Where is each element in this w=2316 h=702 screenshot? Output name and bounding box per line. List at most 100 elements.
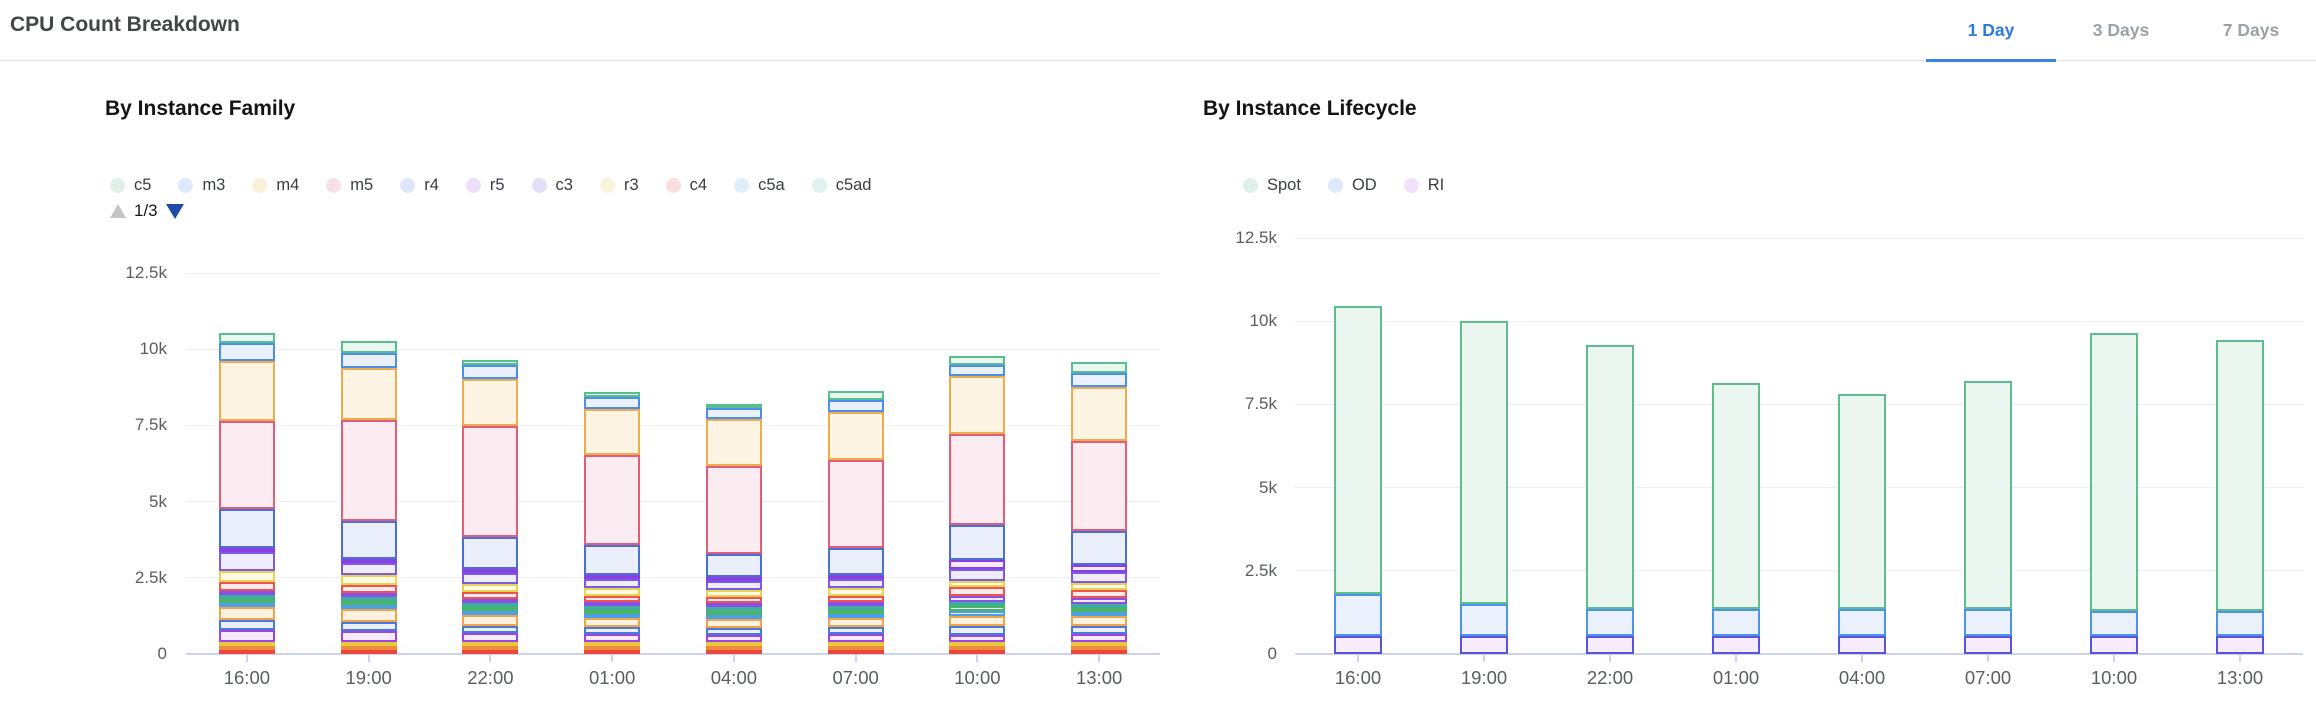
legend-item-c5[interactable]: c5 [110, 176, 151, 195]
bar-segment-c3[interactable] [584, 579, 641, 589]
bar-segment-unlabeled-orange[interactable] [705, 646, 762, 650]
bar-segment-c3[interactable] [340, 562, 397, 575]
tab-1-day[interactable]: 1 Day [1926, 0, 2056, 62]
bar-segment-c5[interactable] [340, 340, 397, 353]
bar-segment-RI[interactable] [1964, 635, 2012, 654]
bar-segment-m4[interactable] [340, 368, 397, 420]
stacked-bar-16:00[interactable] [218, 333, 275, 654]
bar-segment-unlabeled-orange-2[interactable] [949, 615, 1006, 627]
bar-segment-m5[interactable] [705, 465, 762, 555]
bar-segment-unlabeled-violet[interactable] [340, 593, 397, 598]
bar-segment-Spot[interactable] [1334, 306, 1382, 595]
legend-item-c5ad[interactable]: c5ad [811, 176, 871, 195]
bar-segment-unlabeled-orange[interactable] [340, 646, 397, 650]
bar-segment-Spot[interactable] [2216, 339, 2264, 611]
bar-segment-unlabeled-red[interactable] [827, 650, 884, 654]
bar-segment-unlabeled-green[interactable] [949, 606, 1006, 612]
stacked-bar-10:00[interactable] [2090, 332, 2138, 654]
bar-segment-c3[interactable] [462, 573, 519, 584]
bar-segment-m4[interactable] [218, 361, 275, 421]
bar-segment-Spot[interactable] [2090, 332, 2138, 611]
bar-segment-unlabeled-orange-2[interactable] [340, 609, 397, 623]
bar-segment-c3[interactable] [949, 568, 1006, 582]
bar-segment-c4[interactable] [1071, 590, 1128, 599]
bar-segment-unlabeled-blue[interactable] [218, 620, 275, 631]
bar-segment-unlabeled-violet[interactable] [1071, 598, 1128, 604]
stacked-bar-13:00[interactable] [1071, 362, 1128, 654]
bar-segment-unlabeled-violet[interactable] [462, 599, 519, 604]
bar-segment-m4[interactable] [827, 412, 884, 460]
bar-segment-m3[interactable] [1071, 372, 1128, 387]
legend-item-m3[interactable]: m3 [178, 176, 225, 195]
bar-segment-RI[interactable] [1334, 635, 1382, 654]
bar-segment-r5[interactable] [827, 575, 884, 580]
bar-segment-c5[interactable] [705, 403, 762, 409]
bar-segment-c5ad[interactable] [462, 603, 519, 608]
bar-segment-c5[interactable] [949, 355, 1006, 365]
bar-segment-r4[interactable] [949, 524, 1006, 560]
legend-item-m5[interactable]: m5 [326, 176, 373, 195]
bar-segment-c5ad[interactable] [949, 602, 1006, 607]
bar-segment-m4[interactable] [584, 409, 641, 455]
bar-segment-c5a[interactable] [340, 605, 397, 610]
bar-segment-c5ad[interactable] [218, 594, 275, 599]
bar-segment-unlabeled-red[interactable] [949, 650, 1006, 654]
legend-item-RI[interactable]: RI [1403, 176, 1444, 195]
bar-segment-unlabeled-orange-2[interactable] [705, 618, 762, 628]
bar-segment-c5a[interactable] [462, 611, 519, 616]
bar-segment-c4[interactable] [949, 586, 1006, 596]
bar-segment-unlabeled-blue[interactable] [1071, 625, 1128, 635]
bar-segment-r3[interactable] [1071, 583, 1128, 591]
bar-segment-m4[interactable] [949, 375, 1006, 435]
bar-segment-c5ad[interactable] [827, 605, 884, 610]
bar-segment-m3[interactable] [218, 343, 275, 362]
bar-segment-m4[interactable] [705, 418, 762, 466]
bar-segment-r4[interactable] [827, 547, 884, 576]
bar-segment-unlabeled-yellow[interactable] [1071, 642, 1128, 646]
stacked-bar-19:00[interactable] [1460, 321, 1508, 654]
bar-segment-unlabeled-purple[interactable] [584, 634, 641, 642]
bar-segment-r5[interactable] [584, 575, 641, 580]
bar-segment-m5[interactable] [1071, 441, 1128, 532]
stacked-bar-22:00[interactable] [1586, 344, 1634, 654]
bar-segment-unlabeled-purple[interactable] [340, 631, 397, 642]
bar-segment-unlabeled-blue[interactable] [584, 627, 641, 635]
bar-segment-c5a[interactable] [827, 613, 884, 618]
bar-segment-unlabeled-orange-2[interactable] [827, 617, 884, 628]
bar-segment-unlabeled-orange-2[interactable] [462, 615, 519, 626]
bar-segment-OD[interactable] [1586, 609, 1634, 636]
bar-segment-c5[interactable] [462, 359, 519, 366]
bar-segment-c5ad[interactable] [705, 606, 762, 611]
bar-segment-c5[interactable] [584, 392, 641, 397]
bar-segment-c5a[interactable] [1071, 611, 1128, 616]
bar-segment-unlabeled-blue[interactable] [462, 625, 519, 634]
bar-segment-m3[interactable] [462, 365, 519, 379]
legend-page-up-icon[interactable] [110, 204, 126, 218]
bar-segment-r3[interactable] [584, 588, 641, 596]
bar-segment-m5[interactable] [949, 434, 1006, 525]
stacked-bar-10:00[interactable] [949, 355, 1006, 654]
bar-segment-unlabeled-violet[interactable] [827, 601, 884, 606]
bar-segment-c5a[interactable] [218, 602, 275, 607]
legend-item-c5a[interactable]: c5a [734, 176, 785, 195]
stacked-bar-01:00[interactable] [584, 392, 641, 654]
bar-segment-unlabeled-orange-2[interactable] [218, 606, 275, 621]
bar-segment-unlabeled-yellow[interactable] [462, 642, 519, 646]
bar-segment-r3[interactable] [340, 574, 397, 586]
bar-segment-r3[interactable] [827, 588, 884, 596]
bar-segment-c3[interactable] [1071, 572, 1128, 584]
bar-segment-m5[interactable] [218, 420, 275, 509]
bar-segment-unlabeled-blue[interactable] [340, 622, 397, 632]
bar-segment-unlabeled-red[interactable] [340, 650, 397, 654]
bar-segment-c5a[interactable] [949, 611, 1006, 616]
bar-segment-r5[interactable] [340, 558, 397, 563]
bar-segment-unlabeled-green[interactable] [218, 598, 275, 603]
legend-item-r4[interactable]: r4 [400, 176, 439, 195]
bar-segment-Spot[interactable] [1964, 381, 2012, 610]
legend-item-Spot[interactable]: Spot [1243, 176, 1301, 195]
bar-segment-OD[interactable] [1712, 609, 1760, 636]
legend-item-r5[interactable]: r5 [465, 176, 505, 195]
stacked-bar-01:00[interactable] [1712, 382, 1760, 654]
stacked-bar-04:00[interactable] [1838, 394, 1886, 654]
bar-segment-unlabeled-violet[interactable] [584, 601, 641, 606]
